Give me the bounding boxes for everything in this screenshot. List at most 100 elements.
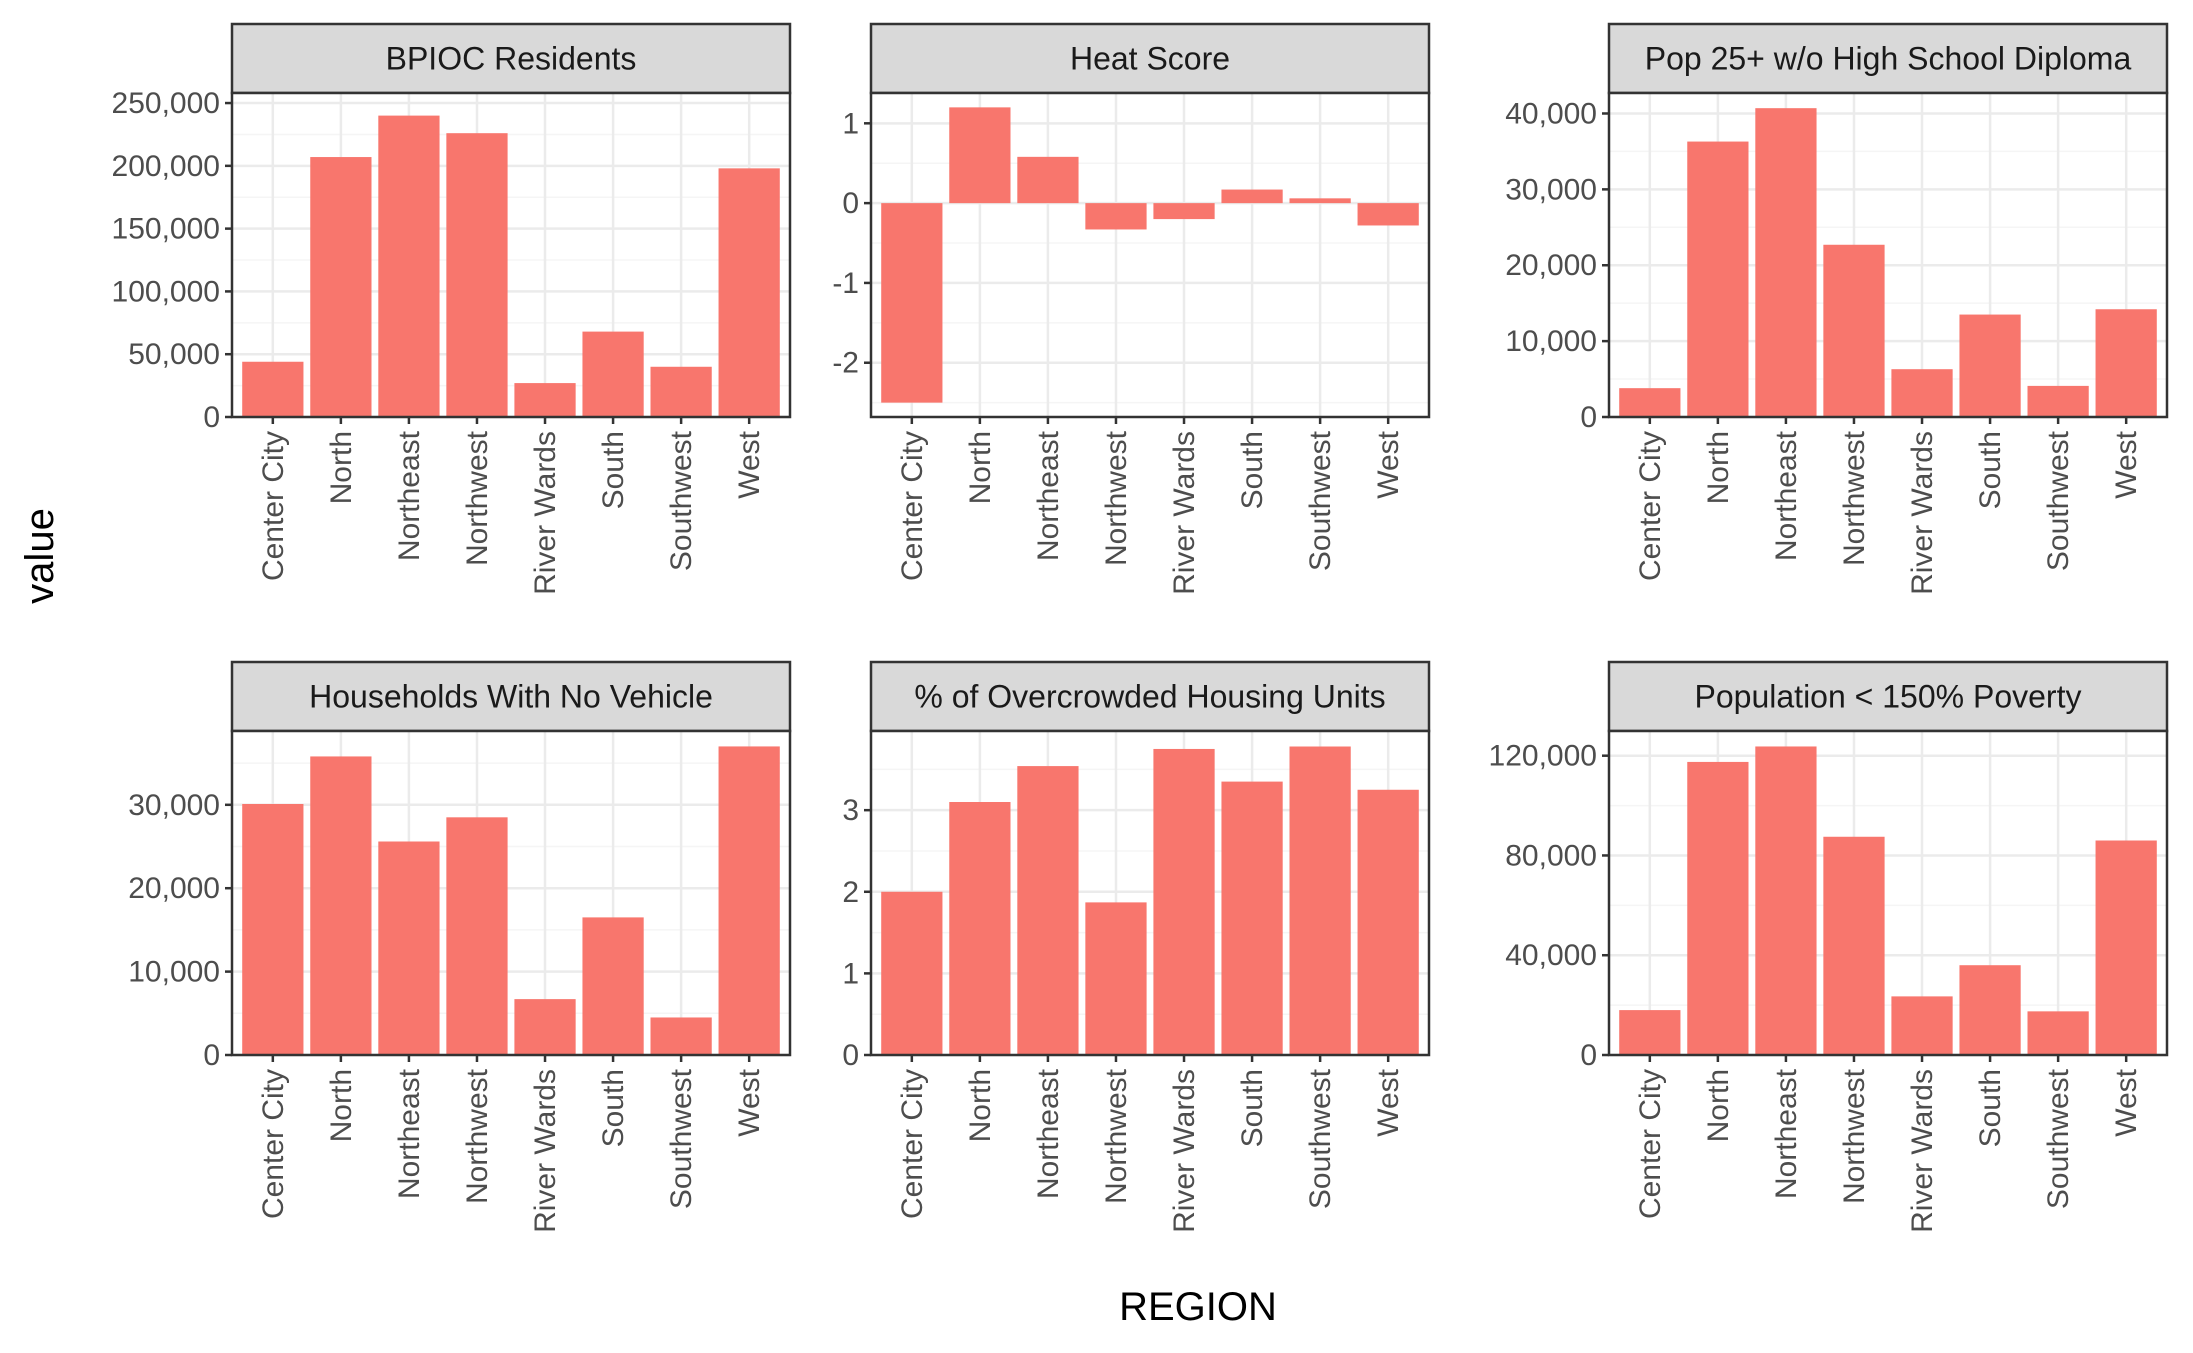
bar-southwest <box>1289 198 1351 204</box>
bar-center-city <box>242 361 304 417</box>
y-tick-label: 200,000 <box>112 150 220 183</box>
y-tick-label: 10,000 <box>1505 325 1597 358</box>
bar-northeast <box>1755 108 1817 417</box>
facet-strip-label: Pop 25+ w/o High School Diploma <box>1645 41 2132 77</box>
x-tick-label: River Wards <box>1906 431 1939 595</box>
facet-strip-label: Heat Score <box>1070 41 1230 77</box>
facet-strip-label: BPIOC Residents <box>386 41 637 77</box>
x-tick-label: Center City <box>896 1069 929 1219</box>
x-tick-label: Northeast <box>393 1068 426 1199</box>
x-tick-label: River Wards <box>529 1069 562 1233</box>
bar-west <box>2095 309 2157 417</box>
panel-border <box>230 729 792 1057</box>
bar-south <box>582 917 644 1055</box>
bar-north <box>310 756 372 1055</box>
y-tick-label: -1 <box>832 267 859 300</box>
facet-panel: % of Overcrowded Housing Units 0 1 2 3 Center… <box>842 660 1431 1233</box>
bar-center-city <box>1619 388 1681 417</box>
x-tick-label: South <box>1236 1069 1269 1147</box>
bar-west <box>1357 789 1419 1055</box>
y-tick-label: 0 <box>203 401 220 434</box>
x-tick-label: West <box>1372 430 1405 498</box>
bar-west <box>718 168 780 417</box>
x-tick-label: North <box>1702 1069 1735 1142</box>
bar-south <box>1959 965 2021 1055</box>
bar-northwest <box>1085 902 1147 1055</box>
bar-southwest <box>2027 385 2089 417</box>
panel-border <box>230 91 792 419</box>
bar-north <box>1687 761 1749 1055</box>
y-axis-title: value <box>18 508 62 604</box>
bar-northwest <box>446 817 508 1055</box>
y-tick-label: -2 <box>832 347 859 380</box>
bar-center-city <box>1619 1010 1681 1055</box>
x-tick-label: West <box>1372 1068 1405 1136</box>
facet-strip <box>230 660 792 733</box>
bar-northeast <box>1017 156 1079 204</box>
x-tick-label: West <box>2110 1068 2143 1136</box>
x-tick-label: Northeast <box>393 430 426 561</box>
x-tick-label: Southwest <box>665 1068 698 1209</box>
y-tick-label: 150,000 <box>112 213 220 246</box>
x-tick-label: River Wards <box>529 431 562 595</box>
x-tick-label: River Wards <box>1168 431 1201 595</box>
facet-strip <box>230 22 792 95</box>
x-tick-label: Center City <box>257 431 290 581</box>
x-tick-label: North <box>964 1069 997 1142</box>
bar-river-wards <box>1891 996 1953 1055</box>
x-axis-title: REGION <box>1119 1285 1277 1329</box>
bar-river-wards <box>514 999 576 1055</box>
x-tick-label: Northwest <box>1838 430 1871 566</box>
panel-border <box>1607 91 2169 419</box>
facet-strip <box>1607 22 2169 95</box>
bar-west <box>2095 840 2157 1055</box>
bar-north <box>1687 141 1749 417</box>
bar-river-wards <box>1891 369 1953 417</box>
x-tick-label: North <box>325 431 358 504</box>
x-tick-label: Northeast <box>1770 430 1803 561</box>
x-tick-label: Southwest <box>1304 1068 1337 1209</box>
x-tick-label: Center City <box>896 431 929 581</box>
facet-panel: Heat Score -2 -1 0 1 Center City North Northeas… <box>832 22 1431 595</box>
facet-panels: BPIOC Residents 0 50,000 100,000 150,000 200,… <box>112 22 2169 1233</box>
facet-panel: Households With No Vehicle 0 10,000 20,000 3… <box>128 660 792 1233</box>
x-tick-label: North <box>964 431 997 504</box>
x-tick-label: Northwest <box>1838 1068 1871 1204</box>
bar-center-city <box>881 891 943 1055</box>
panel-border <box>1607 729 2169 1057</box>
bar-north <box>949 107 1011 204</box>
x-tick-label: North <box>1702 431 1735 504</box>
x-tick-label: South <box>597 431 630 509</box>
y-tick-label: 1 <box>842 957 859 990</box>
x-tick-label: Southwest <box>665 430 698 571</box>
bar-northeast <box>1017 766 1079 1055</box>
facet-strip <box>869 22 1431 95</box>
x-tick-label: River Wards <box>1168 1069 1201 1233</box>
y-tick-label: 10,000 <box>128 956 220 989</box>
y-tick-label: 120,000 <box>1489 740 1597 773</box>
bar-northeast <box>1755 746 1817 1055</box>
x-tick-label: Northeast <box>1032 1068 1065 1199</box>
x-tick-label: South <box>1974 431 2007 509</box>
x-tick-label: South <box>1236 431 1269 509</box>
y-tick-label: 0 <box>842 187 859 220</box>
bar-south <box>1221 781 1283 1055</box>
y-tick-label: 40,000 <box>1505 97 1597 130</box>
x-tick-label: North <box>325 1069 358 1142</box>
x-tick-label: Southwest <box>2042 430 2075 571</box>
x-tick-label: South <box>597 1069 630 1147</box>
facet-panel: Pop 25+ w/o High School Diploma 0 10,000 20… <box>1505 22 2169 595</box>
facet-strip-label: Population < 150% Poverty <box>1695 679 2082 715</box>
y-tick-label: 50,000 <box>128 338 220 371</box>
panel-border <box>869 91 1431 419</box>
bar-south <box>582 331 644 417</box>
x-tick-label: West <box>2110 430 2143 498</box>
facet-strip-label: % of Overcrowded Housing Units <box>914 679 1385 715</box>
x-tick-label: River Wards <box>1906 1069 1939 1233</box>
x-tick-label: South <box>1974 1069 2007 1147</box>
y-tick-label: 20,000 <box>128 872 220 905</box>
x-tick-label: Northwest <box>1100 430 1133 566</box>
x-tick-label: Center City <box>1634 1069 1667 1219</box>
y-tick-label: 30,000 <box>128 789 220 822</box>
